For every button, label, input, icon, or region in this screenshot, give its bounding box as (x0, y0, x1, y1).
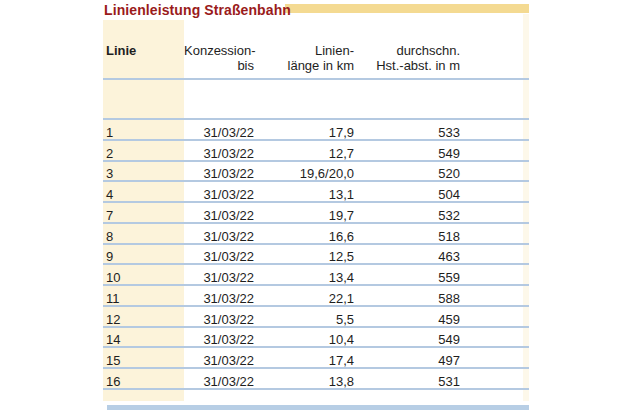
cell-avg-stop-distance-m: 549 (354, 333, 460, 347)
cell-line-length-km: 19,7 (254, 209, 354, 223)
cell-line-number: 15 (103, 354, 184, 368)
header-concession: Konzession- bis (184, 42, 254, 73)
header-concession-line2: bis (184, 58, 254, 73)
cell-line-length-km: 13,1 (254, 188, 354, 202)
cell-avg-stop-distance-m: 531 (354, 375, 460, 389)
table-row: 1031/03/2213,4559 (103, 265, 529, 286)
cell-line-number: 10 (103, 271, 184, 285)
table-row: 431/03/2213,1504 (103, 182, 529, 203)
cell-line-length-km: 12,5 (254, 250, 354, 264)
cell-concession-until: 31/03/22 (184, 250, 254, 264)
cell-line-number: 14 (103, 333, 184, 347)
table-row: 1131/03/2222,1588 (103, 286, 529, 307)
cell-avg-stop-distance-m: 549 (354, 147, 460, 161)
cell-avg-stop-distance-m: 497 (354, 354, 460, 368)
cell-concession-until: 31/03/22 (184, 333, 254, 347)
table-row: 331/03/2219,6/20,0520 (103, 162, 529, 183)
header-concession-line1: Konzession- (184, 43, 254, 58)
header-line-label: Linie (106, 43, 184, 58)
cell-line-length-km: 12,7 (254, 147, 354, 161)
document-page: Linienleistung Straßenbahn Linie Konzess… (0, 0, 620, 414)
cell-line-number: 16 (103, 375, 184, 389)
table-rows: 131/03/2217,9533231/03/2212,7549331/03/2… (103, 120, 529, 390)
table-bottom-rule (107, 405, 529, 410)
table-row: 1431/03/2210,4549 (103, 328, 529, 349)
cell-concession-until: 31/03/22 (184, 375, 254, 389)
cell-avg-stop-distance-m: 520 (354, 167, 460, 181)
cell-line-length-km: 5,5 (254, 313, 354, 327)
cell-line-length-km: 22,1 (254, 292, 354, 306)
cell-avg-stop-distance-m: 504 (354, 188, 460, 202)
cell-line-number: 9 (103, 250, 184, 264)
header-length-line2: länge in km (254, 58, 354, 73)
cell-line-number: 12 (103, 313, 184, 327)
title-underline-bar (285, 4, 529, 13)
cell-line-number: 4 (103, 188, 184, 202)
header-distance-line1: durchschn. (354, 43, 460, 58)
cell-concession-until: 31/03/22 (184, 167, 254, 181)
header-distance: durchschn. Hst.-abst. in m (354, 42, 460, 73)
cell-line-number: 2 (103, 147, 184, 161)
cell-avg-stop-distance-m: 588 (354, 292, 460, 306)
table-region: Linienleistung Straßenbahn Linie Konzess… (103, 0, 529, 414)
cell-avg-stop-distance-m: 532 (354, 209, 460, 223)
header-length-line1: Linien- (254, 43, 354, 58)
table-row: 1631/03/2213,8531 (103, 369, 529, 390)
header-length: Linien- länge in km (254, 42, 354, 73)
cell-line-length-km: 17,4 (254, 354, 354, 368)
page-title: Linienleistung Straßenbahn (104, 2, 291, 18)
cell-concession-until: 31/03/22 (184, 188, 254, 202)
table-row: 831/03/2216,6518 (103, 224, 529, 245)
cell-avg-stop-distance-m: 463 (354, 250, 460, 264)
table-row: 131/03/2217,9533 (103, 120, 529, 141)
cell-line-number: 11 (103, 292, 184, 306)
table-header: Linie Konzession- bis Linien- länge in k… (103, 42, 529, 80)
cell-concession-until: 31/03/22 (184, 230, 254, 244)
header-line: Linie (103, 42, 184, 73)
cell-line-length-km: 13,4 (254, 271, 354, 285)
table-row: 231/03/2212,7549 (103, 141, 529, 162)
cell-avg-stop-distance-m: 533 (354, 126, 460, 140)
cell-concession-until: 31/03/22 (184, 271, 254, 285)
cell-line-number: 8 (103, 230, 184, 244)
header-spacer-row (103, 80, 529, 120)
cell-line-length-km: 10,4 (254, 333, 354, 347)
cell-avg-stop-distance-m: 559 (354, 271, 460, 285)
cell-concession-until: 31/03/22 (184, 147, 254, 161)
cell-concession-until: 31/03/22 (184, 313, 254, 327)
cell-line-length-km: 17,9 (254, 126, 354, 140)
cell-concession-until: 31/03/22 (184, 354, 254, 368)
cell-line-length-km: 13,8 (254, 375, 354, 389)
cell-avg-stop-distance-m: 459 (354, 313, 460, 327)
cell-line-length-km: 19,6/20,0 (254, 167, 354, 181)
cell-line-number: 1 (103, 126, 184, 140)
table-row: 731/03/2219,7532 (103, 203, 529, 224)
cell-avg-stop-distance-m: 518 (354, 230, 460, 244)
cell-line-number: 3 (103, 167, 184, 181)
table-row: 931/03/2212,5463 (103, 245, 529, 266)
cell-concession-until: 31/03/22 (184, 126, 254, 140)
table-row: 1531/03/2217,4497 (103, 348, 529, 369)
cell-line-number: 7 (103, 209, 184, 223)
cell-line-length-km: 16,6 (254, 230, 354, 244)
cell-concession-until: 31/03/22 (184, 292, 254, 306)
table-row: 1231/03/225,5459 (103, 307, 529, 328)
header-distance-line2: Hst.-abst. in m (354, 58, 460, 73)
cell-concession-until: 31/03/22 (184, 209, 254, 223)
